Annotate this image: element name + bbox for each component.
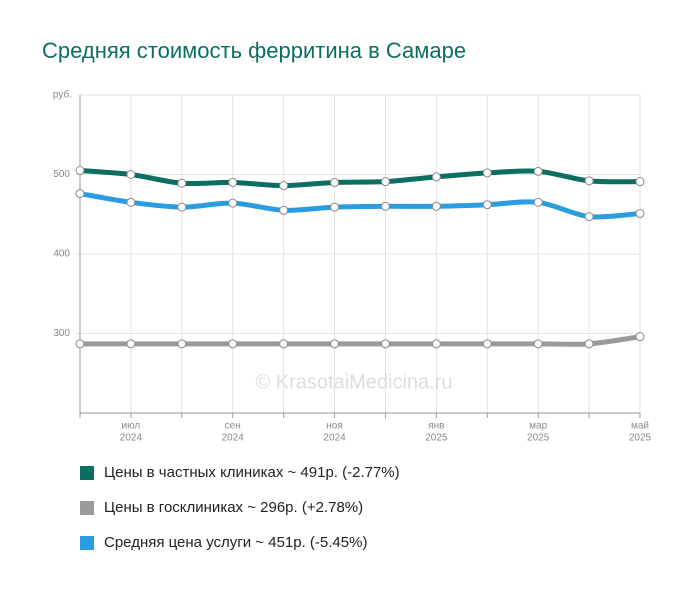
y-tick-label: 400 bbox=[53, 249, 70, 260]
data-point bbox=[126, 197, 136, 207]
x-tick-label: янв bbox=[428, 421, 444, 432]
x-tick-label: 2024 bbox=[323, 433, 346, 444]
y-tick-label: 300 bbox=[53, 328, 70, 339]
data-point bbox=[177, 202, 187, 212]
x-tick-label: 2024 bbox=[222, 433, 245, 444]
data-point bbox=[126, 339, 136, 349]
data-point bbox=[431, 339, 441, 349]
data-point bbox=[431, 201, 441, 211]
data-point bbox=[177, 339, 187, 349]
data-point bbox=[75, 166, 85, 176]
x-tick-label: 2025 bbox=[629, 433, 652, 444]
x-tick-label: июл bbox=[122, 421, 141, 432]
series-line bbox=[79, 168, 641, 189]
watermark: © KrasotaiMedicina.ru bbox=[255, 371, 452, 393]
data-point bbox=[279, 339, 289, 349]
x-tick-label: сен bbox=[225, 421, 241, 432]
legend-label: Средняя цена услуги ~ 451р. (-5.45%) bbox=[104, 534, 367, 551]
chart-title: Средняя стоимость ферритина в Самаре bbox=[42, 38, 466, 63]
data-point bbox=[635, 208, 645, 218]
data-point bbox=[177, 178, 187, 188]
data-point bbox=[482, 200, 492, 210]
x-tick-label: май bbox=[631, 421, 649, 432]
data-point bbox=[584, 339, 594, 349]
data-point bbox=[279, 181, 289, 191]
data-point bbox=[635, 332, 645, 342]
y-unit: руб. bbox=[53, 89, 72, 101]
legend-label: Цены в частных клиниках ~ 491р. (-2.77%) bbox=[104, 464, 400, 481]
legend-label: Цены в госклиниках ~ 296р. (+2.78%) bbox=[104, 499, 363, 516]
data-point bbox=[533, 339, 543, 349]
data-point bbox=[635, 177, 645, 187]
data-point bbox=[228, 198, 238, 208]
data-point bbox=[482, 168, 492, 178]
x-tick-label: 2025 bbox=[425, 433, 448, 444]
x-tick-label: 2024 bbox=[120, 433, 143, 444]
data-point bbox=[380, 339, 390, 349]
data-point bbox=[228, 177, 238, 187]
data-point bbox=[228, 339, 238, 349]
data-point bbox=[126, 170, 136, 179]
legend-swatch bbox=[80, 466, 94, 480]
x-tick-label: ноя bbox=[326, 421, 343, 432]
data-point bbox=[482, 339, 492, 349]
data-point bbox=[75, 189, 85, 199]
x-tick-label: 2025 bbox=[527, 433, 550, 444]
legend-swatch bbox=[80, 501, 94, 515]
data-point bbox=[380, 177, 390, 187]
x-tick-label: мар bbox=[529, 421, 547, 432]
y-tick-label: 500 bbox=[53, 169, 70, 180]
data-point bbox=[533, 197, 543, 207]
series-line bbox=[79, 191, 641, 220]
data-point bbox=[533, 166, 543, 176]
data-point bbox=[584, 212, 594, 222]
data-point bbox=[584, 176, 594, 186]
data-point bbox=[330, 177, 340, 187]
data-point bbox=[380, 201, 390, 211]
data-point bbox=[330, 202, 340, 212]
data-point bbox=[75, 339, 85, 349]
data-point bbox=[279, 205, 289, 215]
data-point bbox=[330, 339, 340, 349]
legend-swatch bbox=[80, 536, 94, 550]
data-point bbox=[431, 172, 441, 182]
series-line bbox=[80, 334, 641, 347]
